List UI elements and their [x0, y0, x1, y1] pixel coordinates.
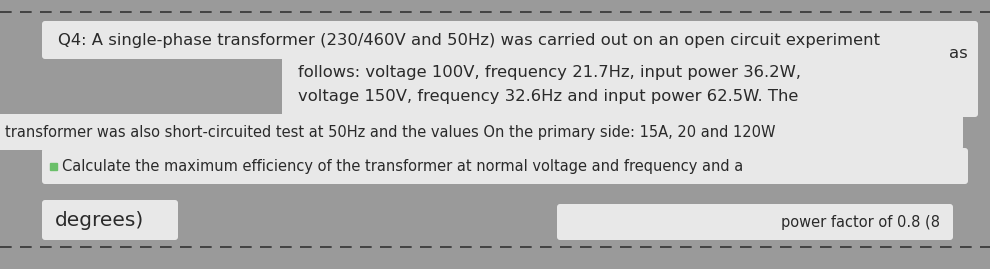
FancyBboxPatch shape: [42, 21, 978, 59]
FancyBboxPatch shape: [557, 204, 953, 240]
Text: follows: voltage 100V, frequency 21.7Hz, input power 36.2W,: follows: voltage 100V, frequency 21.7Hz,…: [298, 65, 801, 80]
Text: Q4: A single-phase transformer (230/460V and 50Hz) was carried out on an open ci: Q4: A single-phase transformer (230/460V…: [58, 33, 880, 48]
Text: as: as: [949, 47, 968, 62]
FancyBboxPatch shape: [42, 200, 178, 240]
Text: voltage 150V, frequency 32.6Hz and input power 62.5W. The: voltage 150V, frequency 32.6Hz and input…: [298, 89, 798, 104]
Text: power factor of 0.8 (8: power factor of 0.8 (8: [781, 214, 940, 229]
Bar: [50, 163, 57, 170]
FancyBboxPatch shape: [0, 114, 963, 150]
FancyBboxPatch shape: [42, 148, 968, 184]
FancyBboxPatch shape: [282, 49, 978, 117]
Text: Calculate the maximum efficiency of the transformer at normal voltage and freque: Calculate the maximum efficiency of the …: [62, 158, 743, 174]
Text: transformer was also short-circuited test at 50Hz and the values On the primary : transformer was also short-circuited tes…: [5, 125, 775, 140]
Text: degrees): degrees): [55, 211, 145, 229]
